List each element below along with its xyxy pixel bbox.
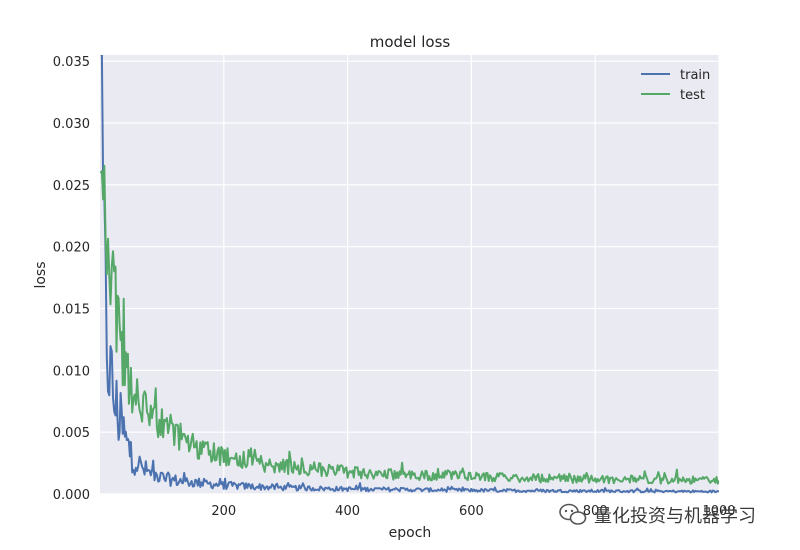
y-tick-label: 0.035 <box>53 55 90 70</box>
x-tick-label: 600 <box>459 504 484 519</box>
tick-labels: 200 400 600 800 1000 0.000 0.005 0.010 0.015 0.02… <box>53 55 736 519</box>
y-tick-label: 0.010 <box>53 364 90 379</box>
watermark: 量化投资与机器学习 <box>559 503 756 527</box>
x-tick-label: 800 <box>583 504 608 519</box>
y-tick-label: 0.015 <box>53 303 90 318</box>
x-axis-label: epoch <box>389 525 432 541</box>
series-line-train <box>100 55 719 494</box>
legend-train-label: train <box>680 68 710 83</box>
series-line-test <box>100 164 719 485</box>
x-tick-label: 200 <box>211 504 236 519</box>
legend-test-label: test <box>680 88 705 103</box>
series-layer <box>100 55 719 494</box>
y-tick-label: 0.030 <box>53 117 90 132</box>
x-tick-label: 1000 <box>702 504 735 519</box>
y-tick-label: 0.005 <box>53 426 90 441</box>
legend: train test <box>641 68 710 103</box>
y-tick-label: 0.025 <box>53 179 90 194</box>
y-tick-label: 0.020 <box>53 241 90 256</box>
y-tick-label: 0.000 <box>53 488 90 503</box>
wechat-icon <box>559 503 587 525</box>
y-axis-label: loss <box>33 261 49 288</box>
grid-lines <box>100 55 720 495</box>
watermark-text: 量化投资与机器学习 <box>594 506 756 527</box>
chart-title: model loss <box>370 33 451 51</box>
plot-area <box>100 55 719 494</box>
x-tick-label: 400 <box>335 504 360 519</box>
